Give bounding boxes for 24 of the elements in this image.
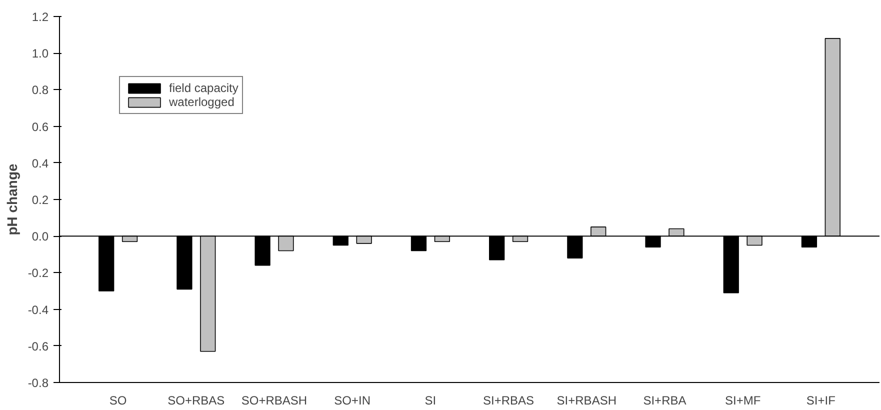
x-tick-label: SI+RBASH bbox=[556, 394, 616, 408]
y-axis-title: pH change bbox=[4, 164, 20, 236]
y-tick-label: 0.6 bbox=[32, 120, 49, 134]
x-tick-label: SO+RBASH bbox=[241, 394, 308, 408]
y-tick-label: 0.8 bbox=[32, 83, 49, 98]
y-tick-label: 0.2 bbox=[32, 193, 49, 207]
y-tick-label: 1.2 bbox=[32, 10, 49, 24]
y-tick-label: -0.2 bbox=[28, 266, 49, 280]
y-tick-label: -0.8 bbox=[28, 376, 49, 390]
x-tick-label: SI+IF bbox=[806, 394, 836, 408]
x-tick-label: SO bbox=[109, 394, 127, 408]
legend-label: waterlogged bbox=[169, 95, 234, 109]
y-tick-label: -0.6 bbox=[28, 339, 49, 354]
y-tick-label: 0.4 bbox=[32, 156, 49, 170]
x-tick-label: SI+RBAS bbox=[483, 394, 534, 408]
x-tick-label: SI+MF bbox=[724, 394, 761, 408]
x-tick-label: SI+RBA bbox=[643, 394, 686, 408]
y-tick-label: -0.4 bbox=[28, 302, 49, 317]
y-tick-label: 0.0 bbox=[32, 230, 49, 244]
x-tick-label: SI bbox=[424, 394, 436, 408]
x-tick-label: SO+IN bbox=[334, 394, 371, 408]
legend-label: field capacity bbox=[169, 81, 238, 95]
y-tick-label: 1.0 bbox=[32, 46, 49, 61]
x-tick-label: SO+RBAS bbox=[168, 394, 225, 408]
